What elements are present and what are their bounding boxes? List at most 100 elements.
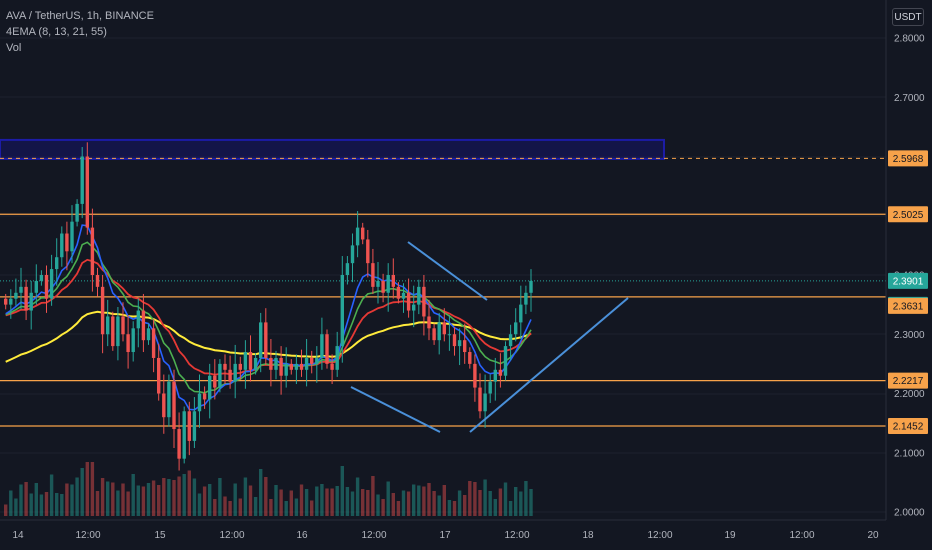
candle-body xyxy=(9,298,13,305)
candle-body xyxy=(75,203,79,222)
candle-body xyxy=(19,286,23,293)
volume-bar xyxy=(116,490,120,516)
candle-body xyxy=(447,334,452,336)
volume-bar xyxy=(157,485,161,516)
candle-body xyxy=(233,363,237,382)
volume-bar xyxy=(452,501,457,516)
volume-bar xyxy=(299,484,304,516)
horizontal-levels[interactable] xyxy=(0,157,886,427)
candle-body xyxy=(259,322,263,358)
volume-bar xyxy=(366,490,370,516)
volume-bar xyxy=(274,485,278,516)
candlesticks xyxy=(4,142,533,471)
y-tick-label: 2.3000 xyxy=(894,330,925,341)
candle-body xyxy=(335,346,339,370)
candle-body xyxy=(330,363,334,370)
level-tag: 2.5025 xyxy=(893,210,924,221)
volume-bar xyxy=(498,488,503,516)
x-tick-label: 19 xyxy=(724,530,736,541)
volume-bar xyxy=(340,466,344,516)
candle-body xyxy=(187,411,191,441)
resistance-zone[interactable] xyxy=(0,138,665,160)
x-tick-label: 20 xyxy=(867,530,879,541)
volume-bar xyxy=(14,498,18,516)
volume-bar xyxy=(284,501,288,516)
dashed-level-tag: 2.5968 xyxy=(893,154,924,165)
candle-body xyxy=(371,263,375,287)
volume-bar xyxy=(141,486,146,516)
volume-bar xyxy=(412,484,416,516)
volume-bar xyxy=(162,478,166,516)
x-tick-label: 15 xyxy=(154,530,166,541)
volume-bar xyxy=(488,491,492,516)
candle-body xyxy=(192,411,197,441)
trend-line xyxy=(350,386,441,433)
volume-bar xyxy=(325,488,329,516)
y-tick-label: 2.1000 xyxy=(894,448,925,459)
volume-bar xyxy=(330,488,334,516)
candle-body xyxy=(294,363,299,370)
volume-bar xyxy=(294,498,299,516)
volume-bar xyxy=(401,490,406,516)
volume-bar xyxy=(29,493,33,516)
currency-badge[interactable]: USDT xyxy=(892,8,924,26)
last-price-tag: 2.3901 xyxy=(893,276,924,287)
volume-bar xyxy=(315,486,319,516)
volume-bar xyxy=(233,483,237,516)
level-tag-bg xyxy=(888,297,928,314)
candle-body xyxy=(228,369,232,382)
volume-bar xyxy=(192,478,197,516)
candle-body xyxy=(29,292,33,311)
x-tick-label: 12:00 xyxy=(219,530,244,541)
candle-body xyxy=(457,340,462,347)
candle-body xyxy=(493,369,497,382)
candle-body xyxy=(340,275,344,347)
volume-bar xyxy=(167,479,171,516)
candle-body xyxy=(519,304,523,323)
volume-bar xyxy=(70,484,74,516)
y-tick-label: 2.7000 xyxy=(894,93,925,104)
volume-bar xyxy=(39,494,44,516)
volume-bar xyxy=(310,500,314,516)
volume-bar xyxy=(9,490,13,516)
volume-bar xyxy=(483,479,487,516)
trend-lines[interactable] xyxy=(350,241,629,433)
volume-bar xyxy=(85,462,89,516)
candle-body xyxy=(248,352,253,370)
candle-body xyxy=(202,393,207,400)
volume-bar xyxy=(304,489,309,516)
volume-bar xyxy=(350,491,355,516)
candle-body xyxy=(111,316,115,347)
volume-bar xyxy=(106,481,110,516)
volume-bar xyxy=(447,500,452,516)
symbol-title[interactable]: AVA / TetherUS, 1h, BINANCE xyxy=(6,10,154,22)
candle-body xyxy=(406,292,411,311)
candle-body xyxy=(218,363,222,388)
level-tag: 2.1452 xyxy=(893,421,924,432)
y-tick-label: 2.8000 xyxy=(894,34,925,45)
ema-indicator-label[interactable]: 4EMA (8, 13, 21, 55) xyxy=(6,26,107,38)
volume-bar xyxy=(228,501,232,516)
volume-bar xyxy=(508,501,513,516)
volume-bar xyxy=(80,468,84,516)
candle-body xyxy=(95,275,100,287)
volume-bar xyxy=(259,469,263,516)
chart-legend: AVA / TetherUS, 1h, BINANCE 4EMA (8, 13,… xyxy=(6,8,154,56)
candle-body xyxy=(100,286,105,335)
candle-body xyxy=(116,316,120,347)
volume-bar xyxy=(248,485,253,516)
price-axis[interactable]: 2.80002.70002.60002.50002.40002.30002.20… xyxy=(885,0,925,520)
candle-body xyxy=(498,369,503,376)
time-axis[interactable]: 14 12:00 15 12:00 16 12:00 17 12:00 18 12:00 19 12:… xyxy=(0,519,886,541)
x-tick-label: 12:00 xyxy=(504,530,529,541)
candle-body xyxy=(412,304,416,311)
volume-indicator-label[interactable]: Vol xyxy=(6,42,22,54)
volume-bar xyxy=(396,501,401,516)
x-tick-label: 14 xyxy=(12,530,24,541)
candle-body xyxy=(136,310,140,329)
candle-body xyxy=(126,334,130,353)
volume-bar xyxy=(172,480,176,516)
volume-bar xyxy=(493,499,497,516)
candle-body xyxy=(172,381,176,430)
